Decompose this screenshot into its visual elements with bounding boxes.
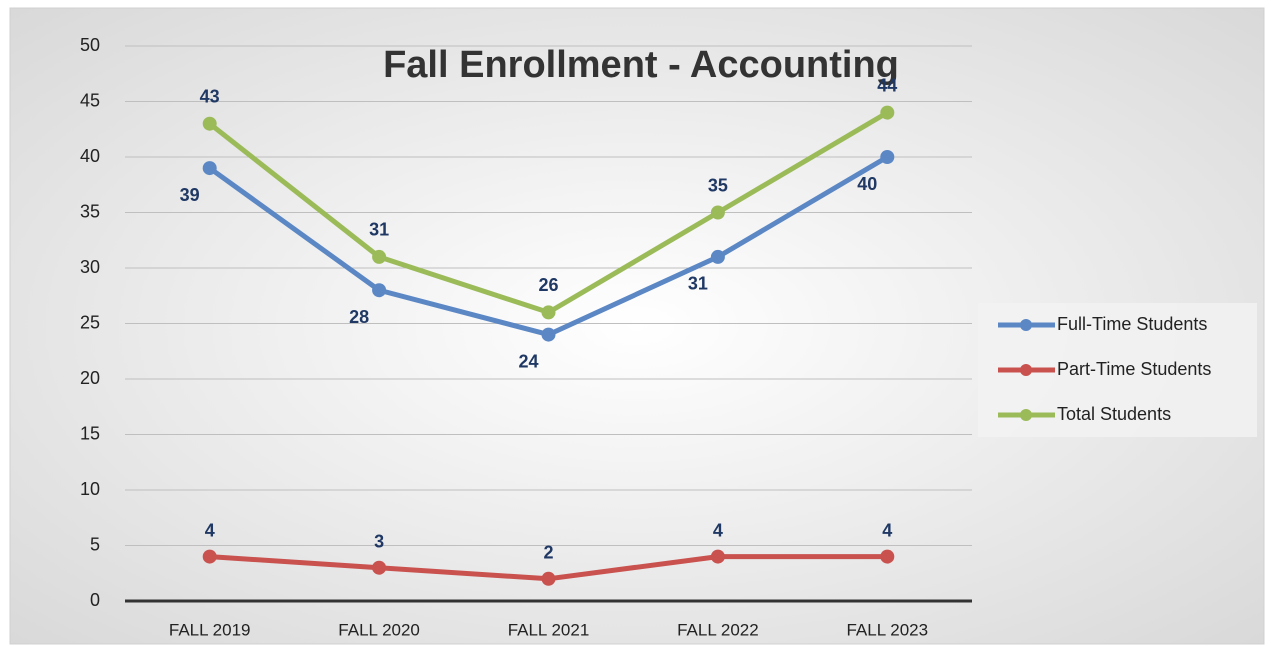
data-label: 4 <box>205 520 215 540</box>
y-tick-label: 50 <box>80 35 100 55</box>
data-label: 31 <box>688 274 708 294</box>
data-label: 3 <box>374 531 384 551</box>
data-point <box>880 150 895 164</box>
data-label: 28 <box>349 307 369 327</box>
legend-label: Full-Time Students <box>1057 314 1207 334</box>
data-point <box>710 205 725 220</box>
data-point <box>372 283 387 298</box>
y-tick-label: 0 <box>90 590 100 610</box>
data-point <box>880 105 895 120</box>
data-label: 4 <box>713 520 723 540</box>
data-point <box>880 549 895 564</box>
legend-label: Total Students <box>1057 404 1171 424</box>
y-tick-label: 30 <box>80 257 100 277</box>
data-label: 39 <box>180 185 200 205</box>
data-label: 43 <box>200 86 220 106</box>
y-tick-label: 5 <box>90 534 100 554</box>
x-tick-label: FALL 2019 <box>169 620 251 639</box>
data-label: 31 <box>369 220 389 240</box>
data-label: 24 <box>518 351 538 371</box>
x-tick-label: FALL 2022 <box>677 620 759 639</box>
data-point <box>541 571 556 586</box>
y-tick-label: 35 <box>80 201 100 221</box>
data-point <box>541 327 556 342</box>
x-tick-label: FALL 2021 <box>508 620 590 639</box>
legend-marker <box>1020 409 1032 421</box>
data-label: 44 <box>877 75 897 95</box>
data-point <box>710 549 725 564</box>
data-point <box>710 249 725 264</box>
data-point <box>541 305 556 320</box>
data-label: 40 <box>857 174 877 194</box>
data-point <box>202 161 217 176</box>
legend-label: Part-Time Students <box>1057 359 1211 379</box>
data-point <box>202 549 217 564</box>
legend-marker <box>1020 319 1032 331</box>
data-point <box>372 560 387 575</box>
chart-title: Fall Enrollment - Accounting <box>383 44 899 86</box>
data-point <box>202 116 217 131</box>
y-tick-label: 15 <box>80 423 100 443</box>
data-point <box>372 249 387 264</box>
y-tick-label: 25 <box>80 312 100 332</box>
y-tick-label: 45 <box>80 90 100 110</box>
y-tick-label: 20 <box>80 368 100 388</box>
legend-marker <box>1020 364 1032 376</box>
data-label: 2 <box>543 543 553 563</box>
x-tick-label: FALL 2020 <box>338 620 420 639</box>
x-tick-label: FALL 2023 <box>846 620 928 639</box>
data-label: 26 <box>538 275 558 295</box>
y-tick-label: 40 <box>80 146 100 166</box>
data-label: 35 <box>708 175 728 195</box>
y-tick-label: 10 <box>80 479 100 499</box>
data-label: 4 <box>882 520 892 540</box>
